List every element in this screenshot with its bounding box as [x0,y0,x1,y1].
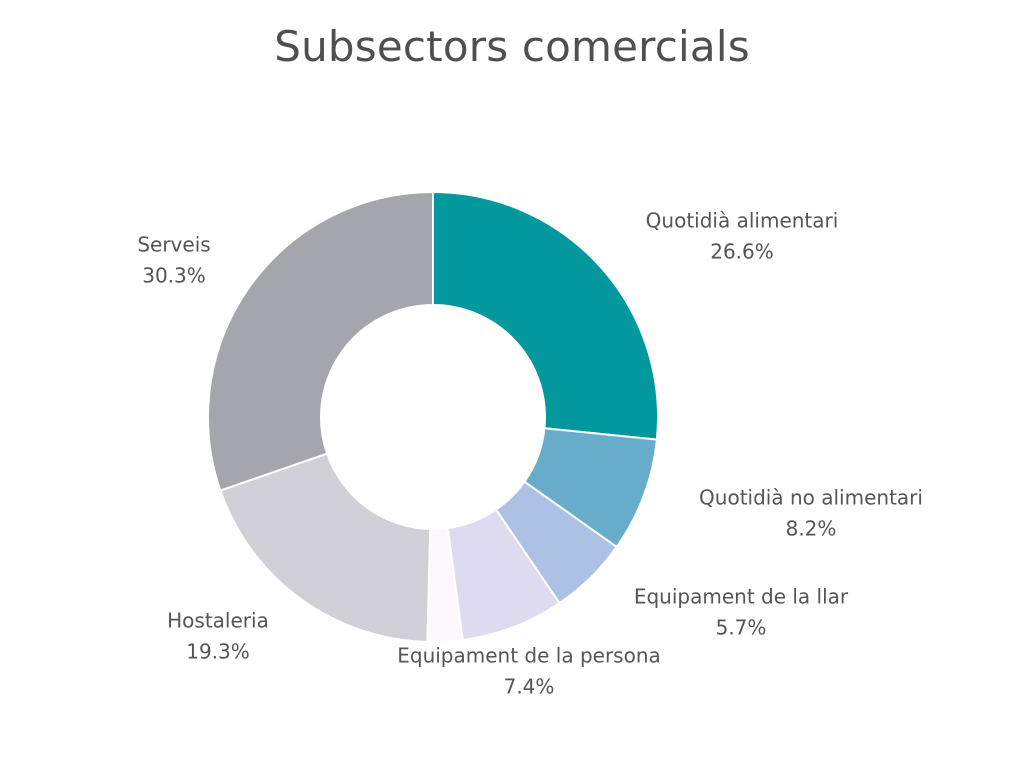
slice-labels: Quotidià alimentari 26.6% Quotidià no alim… [137,209,923,699]
chart-title: Subsectors comercials [274,22,750,71]
slice-label: Equipament de la persona [397,644,661,668]
slice-label: Serveis [137,233,210,257]
slice-value-label: 8.2% [786,517,837,541]
donut-slice-serveis [207,190,434,492]
slice-value-label: 7.4% [504,675,555,699]
slice-label: Equipament de la llar [634,585,849,609]
donut-slice-quotidi-alimentari [432,190,659,441]
slice-label: Quotidià alimentari [646,209,839,233]
slice-value-label: 19.3% [186,640,250,664]
slice-value-label: 5.7% [716,616,767,640]
slice-value-label: 30.3% [142,264,206,288]
donut-slice-hostaleria [219,452,432,643]
donut-slices [207,190,659,643]
slice-value-label: 26.6% [710,240,774,264]
slice-label: Quotidià no alimentari [699,486,923,510]
slice-label: Hostaleria [167,609,269,633]
